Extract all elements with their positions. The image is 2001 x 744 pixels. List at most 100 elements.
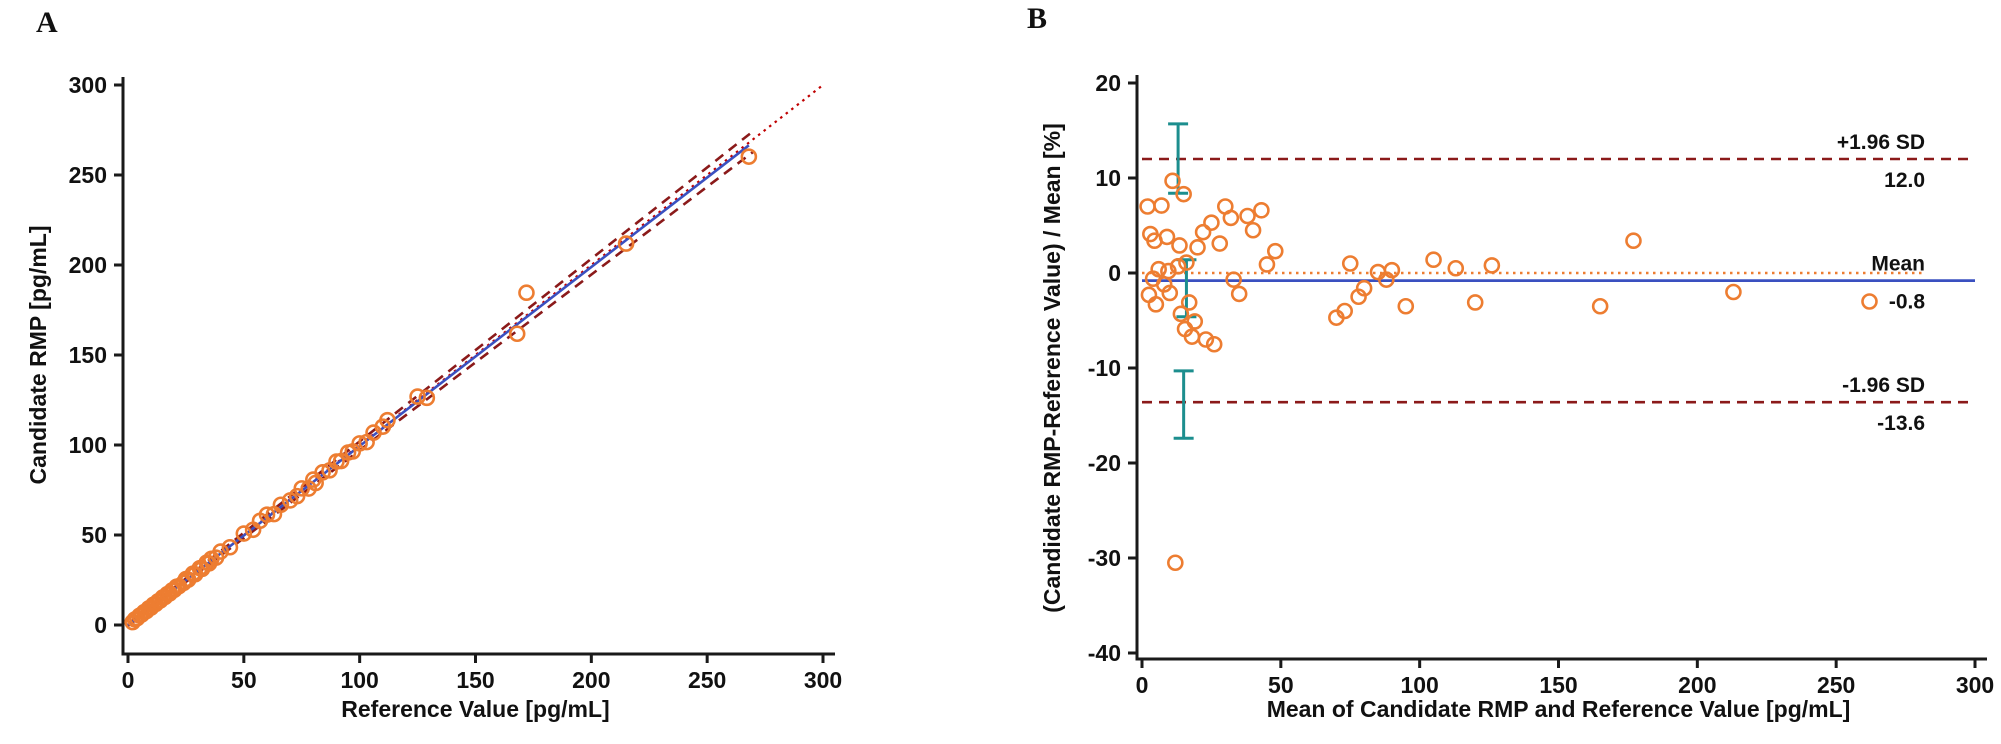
- y-tick-label: 0: [94, 612, 107, 638]
- y-tick-label: 0: [1108, 260, 1121, 286]
- x-tick-label: 50: [231, 667, 257, 693]
- data-point: [1140, 286, 1158, 304]
- data-point: [235, 525, 253, 542]
- ci-upper-line: [127, 129, 755, 626]
- ci-error-bar: [1168, 122, 1189, 195]
- lower-loa-line-label: -1.96 SD: [1842, 374, 1925, 397]
- data-point: [1161, 284, 1179, 302]
- data-point: [293, 480, 311, 497]
- data-point: [1244, 221, 1262, 239]
- y-tick-label: 50: [81, 522, 107, 548]
- y-axis-label: Candidate RMP [pg/mL]: [25, 226, 51, 485]
- y-tick-label: -10: [1088, 355, 1121, 381]
- y-tick-label: -30: [1088, 545, 1121, 571]
- data-point: [1203, 214, 1220, 231]
- data-point: [212, 543, 229, 560]
- y-tick-label: 10: [1095, 165, 1121, 191]
- data-point: [1591, 297, 1609, 315]
- x-tick-label: 100: [1400, 672, 1438, 698]
- x-axis-label: Mean of Candidate RMP and Reference Valu…: [1267, 696, 1851, 722]
- panel-a-letter: A: [36, 6, 58, 39]
- data-point: [314, 464, 331, 481]
- x-tick-label: 300: [804, 667, 842, 693]
- data-point: [409, 388, 426, 405]
- data-point: [1147, 296, 1165, 313]
- panel-a-svg: 0 50 100 150 200 250 300 0 50 100 150 200 250 300 Refe…: [25, 72, 842, 722]
- ci-error-bar: [1173, 369, 1194, 440]
- y-tick-label: 150: [69, 342, 107, 368]
- data-point: [351, 435, 368, 452]
- data-point: [418, 389, 436, 407]
- ci-lower-line: [127, 150, 755, 627]
- mean-line-value-label: -0.8: [1889, 291, 1926, 314]
- y-axis-label: (Candidate RMP-Reference Value) / Mean […: [1039, 123, 1065, 613]
- data-point: [1160, 262, 1177, 280]
- data-point: [1483, 257, 1501, 274]
- data-point: [1158, 228, 1176, 246]
- x-tick-label: 100: [340, 667, 378, 693]
- data-point: [1167, 554, 1184, 572]
- data-point: [1225, 271, 1242, 288]
- data-point: [1189, 239, 1206, 256]
- data-point: [1186, 313, 1204, 330]
- data-point: [1222, 209, 1240, 227]
- y-tick-label: 300: [69, 72, 107, 98]
- data-point: [1194, 223, 1212, 241]
- panel-b-letter: B: [1027, 2, 1048, 35]
- data-point: [379, 411, 396, 429]
- data-point: [1205, 335, 1223, 353]
- data-point: [740, 148, 758, 165]
- data-point: [1336, 302, 1353, 320]
- data-point: [1625, 232, 1642, 249]
- data-point: [272, 496, 290, 514]
- data-point: [1230, 285, 1248, 303]
- y-tick-label: 20: [1095, 70, 1121, 96]
- x-axis-label: Reference Value [pg/mL]: [341, 696, 609, 722]
- data-point: [1341, 255, 1359, 272]
- y-tick-label: -40: [1088, 640, 1121, 666]
- data-point: [221, 538, 239, 556]
- x-tick-label: 250: [688, 667, 726, 693]
- data-point: [1211, 235, 1229, 252]
- data-point: [1861, 293, 1878, 310]
- regression-line: [127, 144, 750, 627]
- data-point: [1172, 305, 1190, 323]
- x-tick-label: 50: [1268, 672, 1294, 698]
- x-tick-label: 200: [572, 667, 610, 693]
- y-tick-label: 250: [69, 162, 107, 188]
- data-point: [1139, 198, 1156, 215]
- x-tick-label: 0: [122, 667, 135, 693]
- data-point: [1447, 259, 1465, 277]
- data-point: [1180, 294, 1198, 311]
- data-point: [1150, 260, 1167, 278]
- data-point: [1266, 242, 1284, 260]
- y-tick-label: 200: [69, 252, 107, 278]
- lower-loa-line-value-label: -13.6: [1877, 412, 1925, 435]
- data-point: [1253, 202, 1270, 219]
- x-tick-label: 200: [1678, 672, 1716, 698]
- x-tick-label: 300: [1956, 672, 1994, 698]
- data-point: [1383, 261, 1401, 279]
- x-tick-label: 150: [1539, 672, 1577, 698]
- data-point: [518, 284, 535, 302]
- data-point: [1466, 294, 1484, 311]
- data-point: [508, 325, 526, 343]
- data-point: [1153, 197, 1170, 214]
- x-tick-label: 250: [1817, 672, 1855, 698]
- data-point: [1258, 256, 1276, 273]
- panel-a: A 0 50 100 150 200 250 300 0 50 100 150 200 250 300 Re…: [0, 0, 900, 744]
- upper-loa-line-value-label: 12.0: [1884, 169, 1925, 192]
- y-tick-label: -20: [1088, 450, 1121, 476]
- data-point: [1178, 254, 1195, 271]
- data-point: [1355, 279, 1373, 297]
- upper-loa-line-label: +1.96 SD: [1837, 131, 1925, 154]
- mean-line-label: Mean: [1871, 253, 1925, 276]
- data-point: [1197, 331, 1215, 348]
- data-point: [1425, 251, 1442, 269]
- data-point: [1169, 258, 1187, 275]
- data-point: [1397, 297, 1415, 315]
- x-tick-label: 0: [1136, 672, 1149, 698]
- data-point: [1171, 237, 1188, 254]
